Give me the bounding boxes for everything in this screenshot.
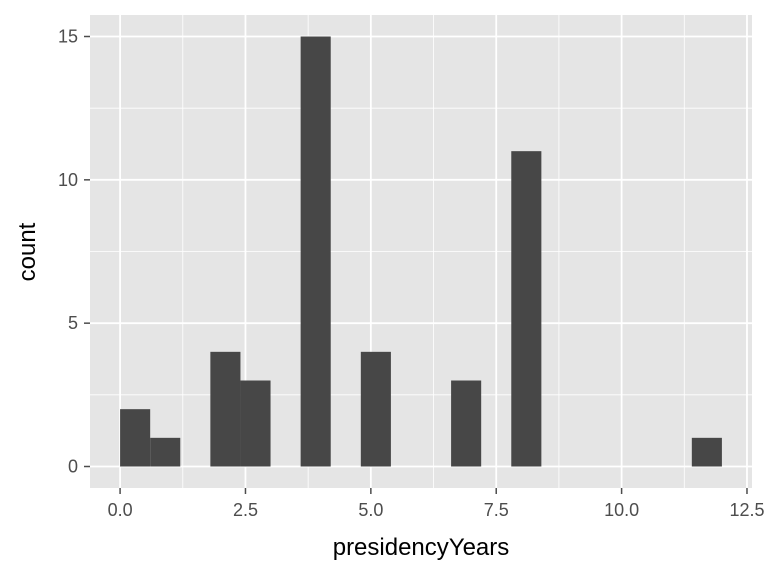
histogram-bar <box>150 438 180 467</box>
x-tick-label: 7.5 <box>484 500 509 520</box>
y-tick-label: 5 <box>68 313 78 333</box>
x-tick-label: 12.5 <box>729 500 764 520</box>
x-axis-title: presidencyYears <box>333 534 510 561</box>
y-tick-label: 10 <box>58 170 78 190</box>
histogram-bar <box>361 352 391 467</box>
histogram-bar <box>240 381 270 467</box>
x-tick-label: 5.0 <box>358 500 383 520</box>
x-tick-label: 0.0 <box>108 500 133 520</box>
histogram-bar <box>511 151 541 466</box>
y-axis-title: count <box>14 222 41 281</box>
histogram-bar <box>451 381 481 467</box>
histogram-bar <box>210 352 240 467</box>
y-tick-label: 0 <box>68 457 78 477</box>
histogram-bar <box>301 37 331 467</box>
x-tick-label: 10.0 <box>604 500 639 520</box>
x-tick-label: 2.5 <box>233 500 258 520</box>
y-tick-label: 15 <box>58 27 78 47</box>
histogram-bar <box>120 409 150 466</box>
y-axis: 0 5 10 15 <box>58 27 90 477</box>
histogram-bar <box>692 438 722 467</box>
x-axis: 0.0 2.5 5.0 7.5 10.0 12.5 <box>108 488 765 520</box>
